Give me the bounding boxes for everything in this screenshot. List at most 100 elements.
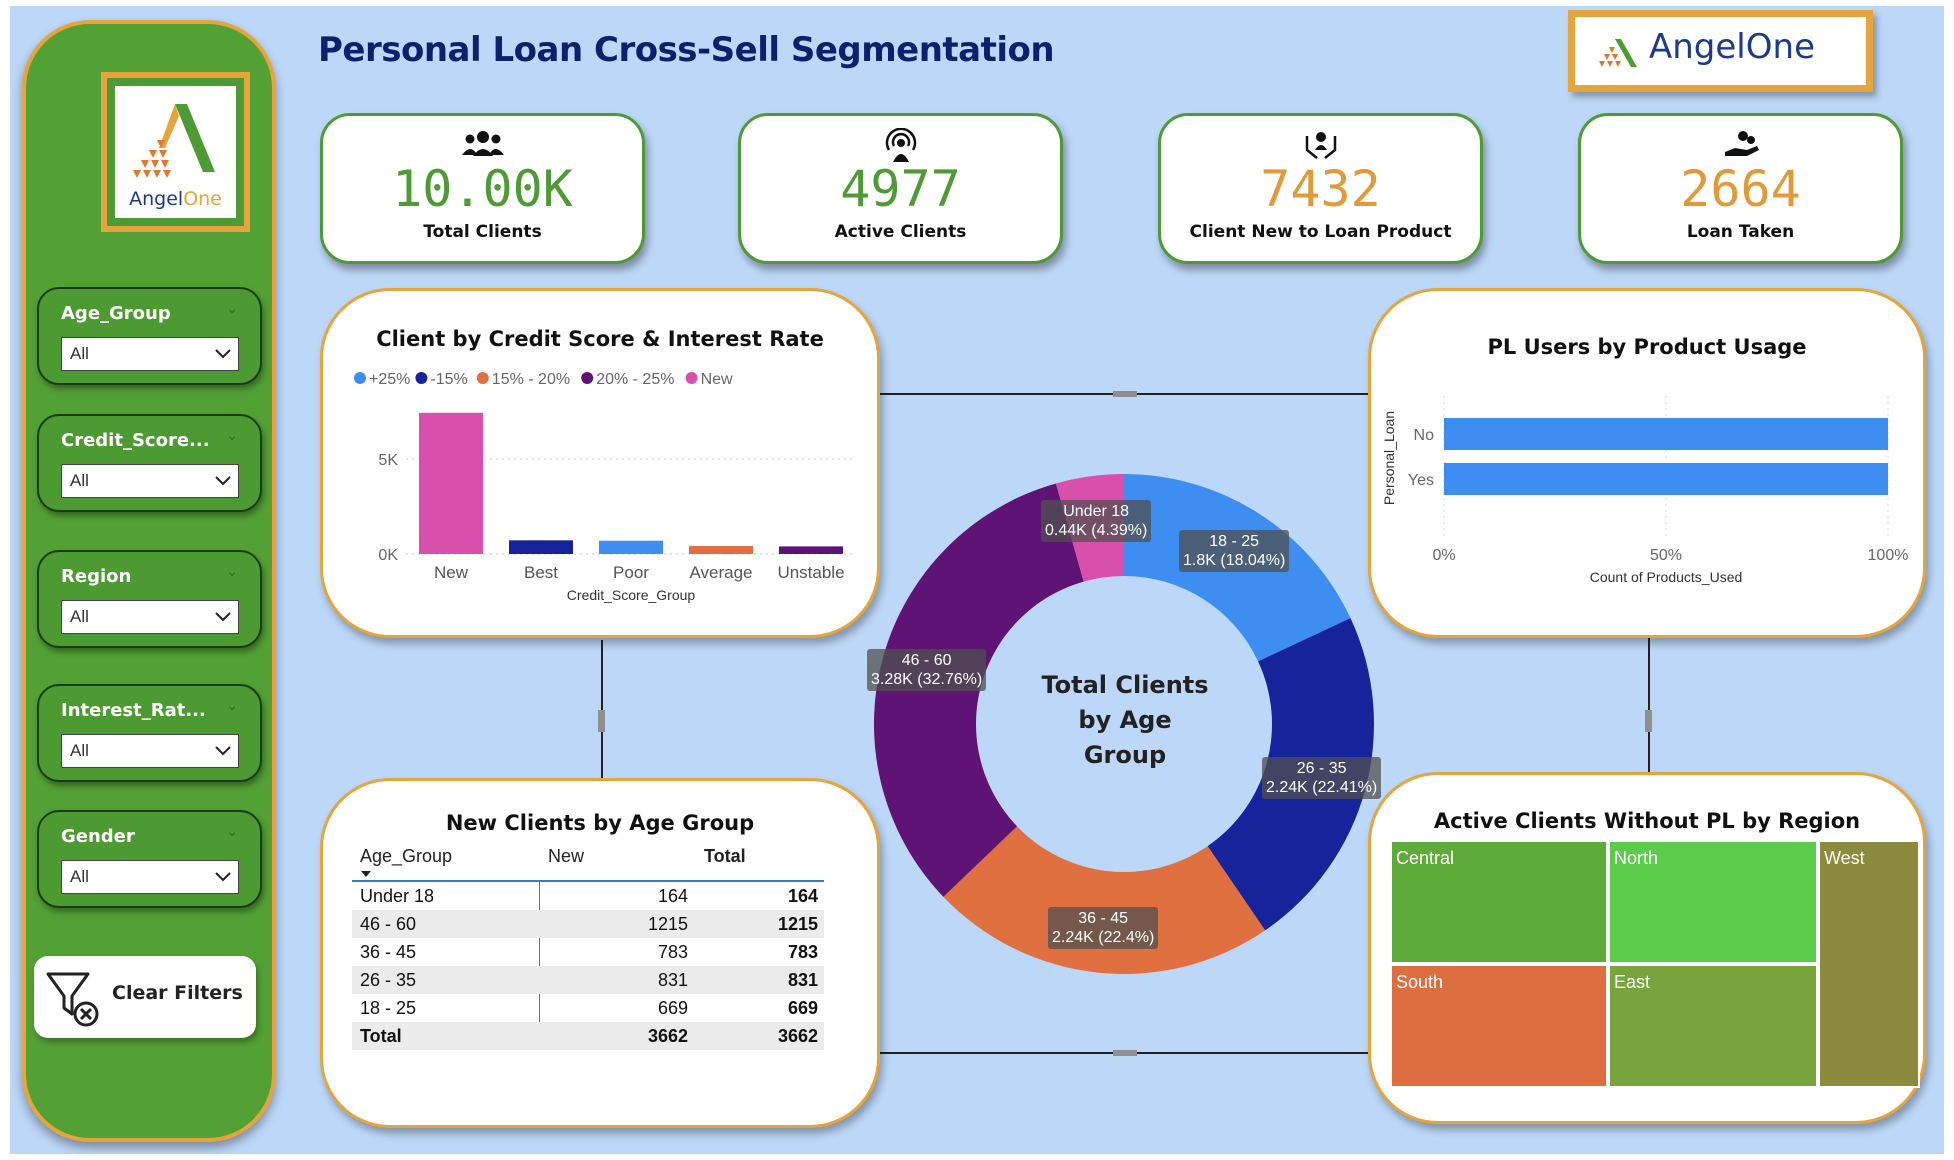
age-table-title: New Clients by Age Group <box>445 811 755 835</box>
treemap-label: West <box>1824 848 1865 868</box>
sort-descending-icon[interactable] <box>360 870 372 878</box>
bar-no[interactable] <box>1444 418 1888 450</box>
cell-age-group: Total <box>360 1026 402 1046</box>
product-chart-title: PL Users by Product Usage <box>1487 335 1807 359</box>
filter-clear-icon <box>46 972 99 1027</box>
cell-new: 1215 <box>647 914 688 934</box>
kpi-active-clients: 4977 Active Clients <box>738 113 1063 264</box>
bar-average[interactable] <box>689 546 753 554</box>
page-title: Personal Loan Cross-Sell Segmentation <box>318 30 1055 70</box>
donut-center-label: Total Clients by Age Group <box>1030 668 1220 773</box>
table-row[interactable]: 26 - 35 831 831 <box>352 966 824 994</box>
bar-best[interactable] <box>509 540 573 554</box>
column-header-total[interactable]: Total <box>704 846 746 866</box>
table-row[interactable]: 18 - 25 669 669 <box>352 994 824 1022</box>
legend-label: 20% - 25% <box>596 371 674 388</box>
x-tick-label: New <box>434 563 469 582</box>
collapse-chevron-icon[interactable]: ⌄ <box>226 824 238 840</box>
treemap-label: Central <box>1396 848 1455 868</box>
x-tick-label: 100% <box>1868 547 1909 564</box>
column-header-age-group[interactable]: Age_Group <box>360 846 453 866</box>
treemap-region-west[interactable]: West <box>1818 840 1920 1088</box>
slice-category: 36 - 45 <box>1078 910 1129 927</box>
slice-value: 1.8K (18.04%) <box>1183 552 1286 569</box>
slicer-title: Age_Group <box>61 303 171 324</box>
y-tick-label: Yes <box>1408 472 1434 489</box>
slice-category: 26 - 35 <box>1296 760 1347 777</box>
slice-category: 18 - 25 <box>1209 533 1260 550</box>
table-total-row[interactable]: Total 3662 3662 <box>352 1022 824 1050</box>
interest-rate-dropdown[interactable]: All <box>61 734 239 768</box>
kpi-value: 2664 <box>1680 160 1801 218</box>
kpi-total-clients: 10.00K Total Clients <box>320 113 645 264</box>
collapse-chevron-icon[interactable]: ⌄ <box>226 564 238 580</box>
cell-total: 783 <box>787 942 818 962</box>
dropdown-value: All <box>70 867 89 886</box>
treemap-region-east[interactable]: East <box>1608 964 1818 1088</box>
kpi-label: Total Clients <box>423 222 542 242</box>
donut-slice-label: 18 - 25 1.8K (18.04%) <box>1179 530 1290 572</box>
kpi-label: Loan Taken <box>1686 222 1795 242</box>
bar-unstable[interactable] <box>779 546 843 554</box>
gender-dropdown[interactable]: All <box>61 860 239 894</box>
cell-total: 669 <box>787 998 818 1018</box>
dropdown-value: All <box>70 471 89 490</box>
table-row[interactable]: 36 - 45 783 783 <box>352 938 824 966</box>
treemap-label: East <box>1614 972 1651 992</box>
bar-new[interactable] <box>419 412 483 554</box>
treemap-region-north[interactable]: North <box>1608 840 1818 964</box>
clear-filters-button[interactable]: Clear Filters <box>34 956 256 1038</box>
donut-slice-label: 46 - 60 3.28K (32.76%) <box>867 649 987 691</box>
treemap-region-south[interactable]: South <box>1390 964 1608 1088</box>
collapse-chevron-icon[interactable]: ⌄ <box>226 428 238 444</box>
table-row[interactable]: Under 18 164 164 <box>352 882 824 910</box>
x-tick-label: Average <box>689 563 752 582</box>
collapse-chevron-icon[interactable]: ⌄ <box>226 698 238 714</box>
donut-slice-label: Under 18 0.44K (4.39%) <box>1041 500 1152 542</box>
table-header: Age_Group New Total <box>352 846 824 880</box>
slicer-title: Region <box>61 566 132 587</box>
donut-slice-36-45[interactable] <box>943 826 1266 974</box>
age-table-panel: New Clients by Age Group <box>320 778 880 1128</box>
connector-handle <box>1113 391 1137 397</box>
table-row[interactable]: 46 - 60 1215 1215 <box>352 910 824 938</box>
slicer-title: Interest_Rat... <box>61 700 206 721</box>
chevron-down-icon <box>215 476 231 486</box>
legend-label: 15% - 20% <box>492 371 570 388</box>
x-tick-label: 50% <box>1650 547 1682 564</box>
cell-total: 164 <box>787 886 818 906</box>
kpi-loan-taken: 2664 Loan Taken <box>1578 113 1903 264</box>
region-dropdown[interactable]: All <box>61 600 239 634</box>
brand-logo-text: AngelOne <box>1649 27 1815 67</box>
angel-one-mark-icon <box>1599 39 1637 67</box>
bar-poor[interactable] <box>599 540 663 554</box>
age-group-dropdown[interactable]: All <box>61 337 239 371</box>
credit-score-dropdown[interactable]: All <box>61 464 239 498</box>
slicer-interest-rate[interactable]: Interest_Rat... ⌄ All <box>37 684 262 782</box>
column-header-new[interactable]: New <box>548 846 585 866</box>
slicer-age-group[interactable]: Age_Group ⌄ All <box>37 287 262 385</box>
slicer-title: Gender <box>61 826 135 847</box>
connector-handle <box>598 710 605 732</box>
bar-yes[interactable] <box>1444 463 1888 495</box>
collapse-chevron-icon[interactable]: ⌄ <box>226 301 238 317</box>
connector-handle <box>1645 710 1652 732</box>
slicer-gender[interactable]: Gender ⌄ All <box>37 810 262 908</box>
cell-total: 3662 <box>777 1026 818 1046</box>
cell-new: 831 <box>657 970 688 990</box>
dropdown-value: All <box>70 344 89 363</box>
donut-center-line: Total Clients <box>1041 671 1209 699</box>
slice-category: Under 18 <box>1063 503 1130 520</box>
y-tick-label: No <box>1414 427 1435 444</box>
logo-badge: AngelOne <box>115 86 236 218</box>
cell-age-group: Under 18 <box>360 886 435 906</box>
treemap-region-central[interactable]: Central <box>1390 840 1608 964</box>
cell-age-group: 46 - 60 <box>360 914 417 934</box>
connector-line <box>1648 592 1650 772</box>
treemap-label: North <box>1614 848 1659 868</box>
slicer-credit-score[interactable]: Credit_Score... ⌄ All <box>37 414 262 512</box>
x-axis-label: Count of Products_Used <box>1590 569 1743 585</box>
slicer-region[interactable]: Region ⌄ All <box>37 550 262 648</box>
legend-swatch <box>476 372 489 384</box>
